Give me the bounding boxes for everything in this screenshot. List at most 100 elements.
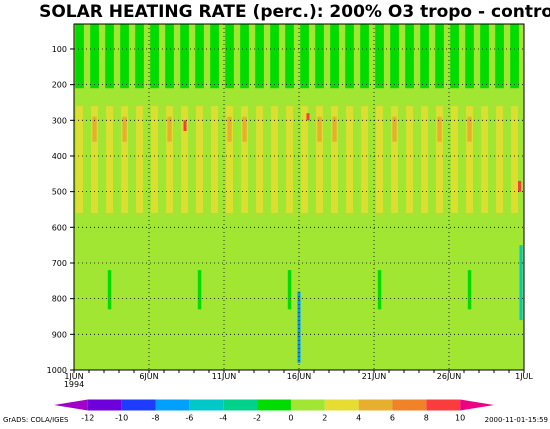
day-column — [465, 24, 474, 310]
day-column — [330, 24, 339, 214]
day-orange-patch — [392, 116, 397, 142]
day-warm-band — [496, 106, 504, 214]
day-orange-patch — [317, 116, 322, 142]
teal-streak — [519, 245, 523, 321]
day-column — [495, 24, 504, 214]
legend-swatch — [358, 399, 393, 411]
day-column — [375, 24, 384, 310]
day-upper-band — [195, 24, 204, 89]
day-orange-patch — [227, 116, 232, 142]
x-tick-label: 1JUL — [515, 372, 533, 381]
day-warm-band — [316, 106, 324, 214]
y-tick-label: 900 — [52, 330, 67, 339]
red-spot — [306, 113, 310, 121]
y-tick-label: 500 — [52, 188, 67, 197]
day-column — [210, 24, 219, 214]
legend-label: 2 — [322, 414, 327, 423]
y-tick-label: 700 — [52, 259, 67, 268]
day-warm-band — [301, 106, 309, 214]
day-column — [315, 24, 324, 214]
day-orange-patch — [467, 116, 472, 142]
day-column — [345, 24, 354, 214]
y-axis: 100 200 300 400 500 600 700 800 900 1000 — [47, 45, 74, 375]
legend-label: -8 — [152, 414, 160, 423]
day-column — [90, 24, 99, 214]
day-column — [390, 24, 399, 214]
legend-label: -12 — [81, 414, 94, 423]
day-lower-patch — [197, 270, 202, 310]
day-column — [180, 24, 189, 214]
legend-label: 8 — [424, 414, 429, 423]
y-tick-label: 200 — [52, 81, 67, 90]
x-tick-label: 26JUN — [437, 372, 461, 381]
day-warm-band — [241, 106, 249, 214]
day-upper-band — [435, 24, 444, 89]
day-column — [420, 24, 429, 214]
day-upper-band — [120, 24, 129, 89]
legend-label: 0 — [288, 414, 293, 423]
legend-swatch — [290, 399, 325, 411]
day-column — [150, 24, 159, 214]
day-column — [435, 24, 444, 214]
y-tick-label: 100 — [52, 45, 67, 54]
legend-swatch — [223, 399, 258, 411]
day-warm-band — [106, 106, 114, 214]
day-warm-band — [121, 106, 129, 214]
day-warm-band — [166, 106, 174, 214]
day-upper-band — [330, 24, 339, 89]
day-upper-band — [495, 24, 504, 89]
day-warm-band — [511, 106, 519, 214]
day-warm-band — [196, 106, 204, 214]
x-tick-label: 11JUN — [212, 372, 236, 381]
day-upper-band — [75, 24, 84, 89]
day-column — [135, 24, 144, 214]
day-upper-band — [240, 24, 249, 89]
day-warm-band — [331, 106, 339, 214]
day-warm-band — [91, 106, 99, 214]
day-warm-band — [226, 106, 234, 214]
day-upper-band — [390, 24, 399, 89]
day-column — [225, 24, 234, 214]
legend-swatch — [324, 399, 359, 411]
legend-swatch — [189, 399, 224, 411]
day-column — [240, 24, 249, 214]
day-warm-band — [211, 106, 219, 214]
day-column — [360, 24, 369, 214]
day-warm-band — [466, 106, 474, 214]
day-lower-patch — [377, 270, 382, 310]
day-orange-patch — [167, 116, 172, 142]
footer-right: 2000-11-01-15:59 — [485, 416, 548, 424]
day-warm-band — [136, 106, 144, 214]
x-axis: 1JUN 6JUN 11JUN 16JUN 21JUN 26JUN 1JUL — [64, 370, 533, 381]
day-upper-band — [315, 24, 324, 89]
day-upper-band — [90, 24, 99, 89]
x-tick-label: 21JUN — [362, 372, 386, 381]
legend-label: 4 — [356, 414, 361, 423]
day-column — [105, 24, 114, 310]
legend-label: -2 — [253, 414, 261, 423]
day-upper-band — [360, 24, 369, 89]
day-lower-patch — [287, 270, 292, 310]
day-column — [255, 24, 264, 214]
day-warm-band — [151, 106, 159, 214]
day-upper-band — [135, 24, 144, 89]
day-warm-band — [346, 106, 354, 214]
day-column — [450, 24, 459, 214]
day-upper-band — [420, 24, 429, 89]
x-tick-label: 6JUN — [139, 372, 158, 381]
day-upper-band — [285, 24, 294, 89]
day-upper-band — [210, 24, 219, 89]
chart-title: SOLAR HEATING RATE (perc.): 200% O3 trop… — [39, 2, 550, 22]
color-legend: -12 -10 -8 -6 -4 -2 0 2 4 6 8 10 — [54, 399, 494, 423]
day-upper-band — [300, 24, 309, 89]
footer-left: GrADS: COLA/IGES — [3, 416, 69, 424]
day-upper-band — [510, 24, 519, 89]
day-warm-band — [481, 106, 489, 214]
day-warm-band — [286, 106, 294, 214]
day-upper-band — [450, 24, 459, 89]
day-column — [195, 24, 204, 310]
y-tick-label: 300 — [52, 116, 67, 125]
day-upper-band — [465, 24, 474, 89]
day-upper-band — [150, 24, 159, 89]
legend-swatch — [87, 399, 122, 411]
